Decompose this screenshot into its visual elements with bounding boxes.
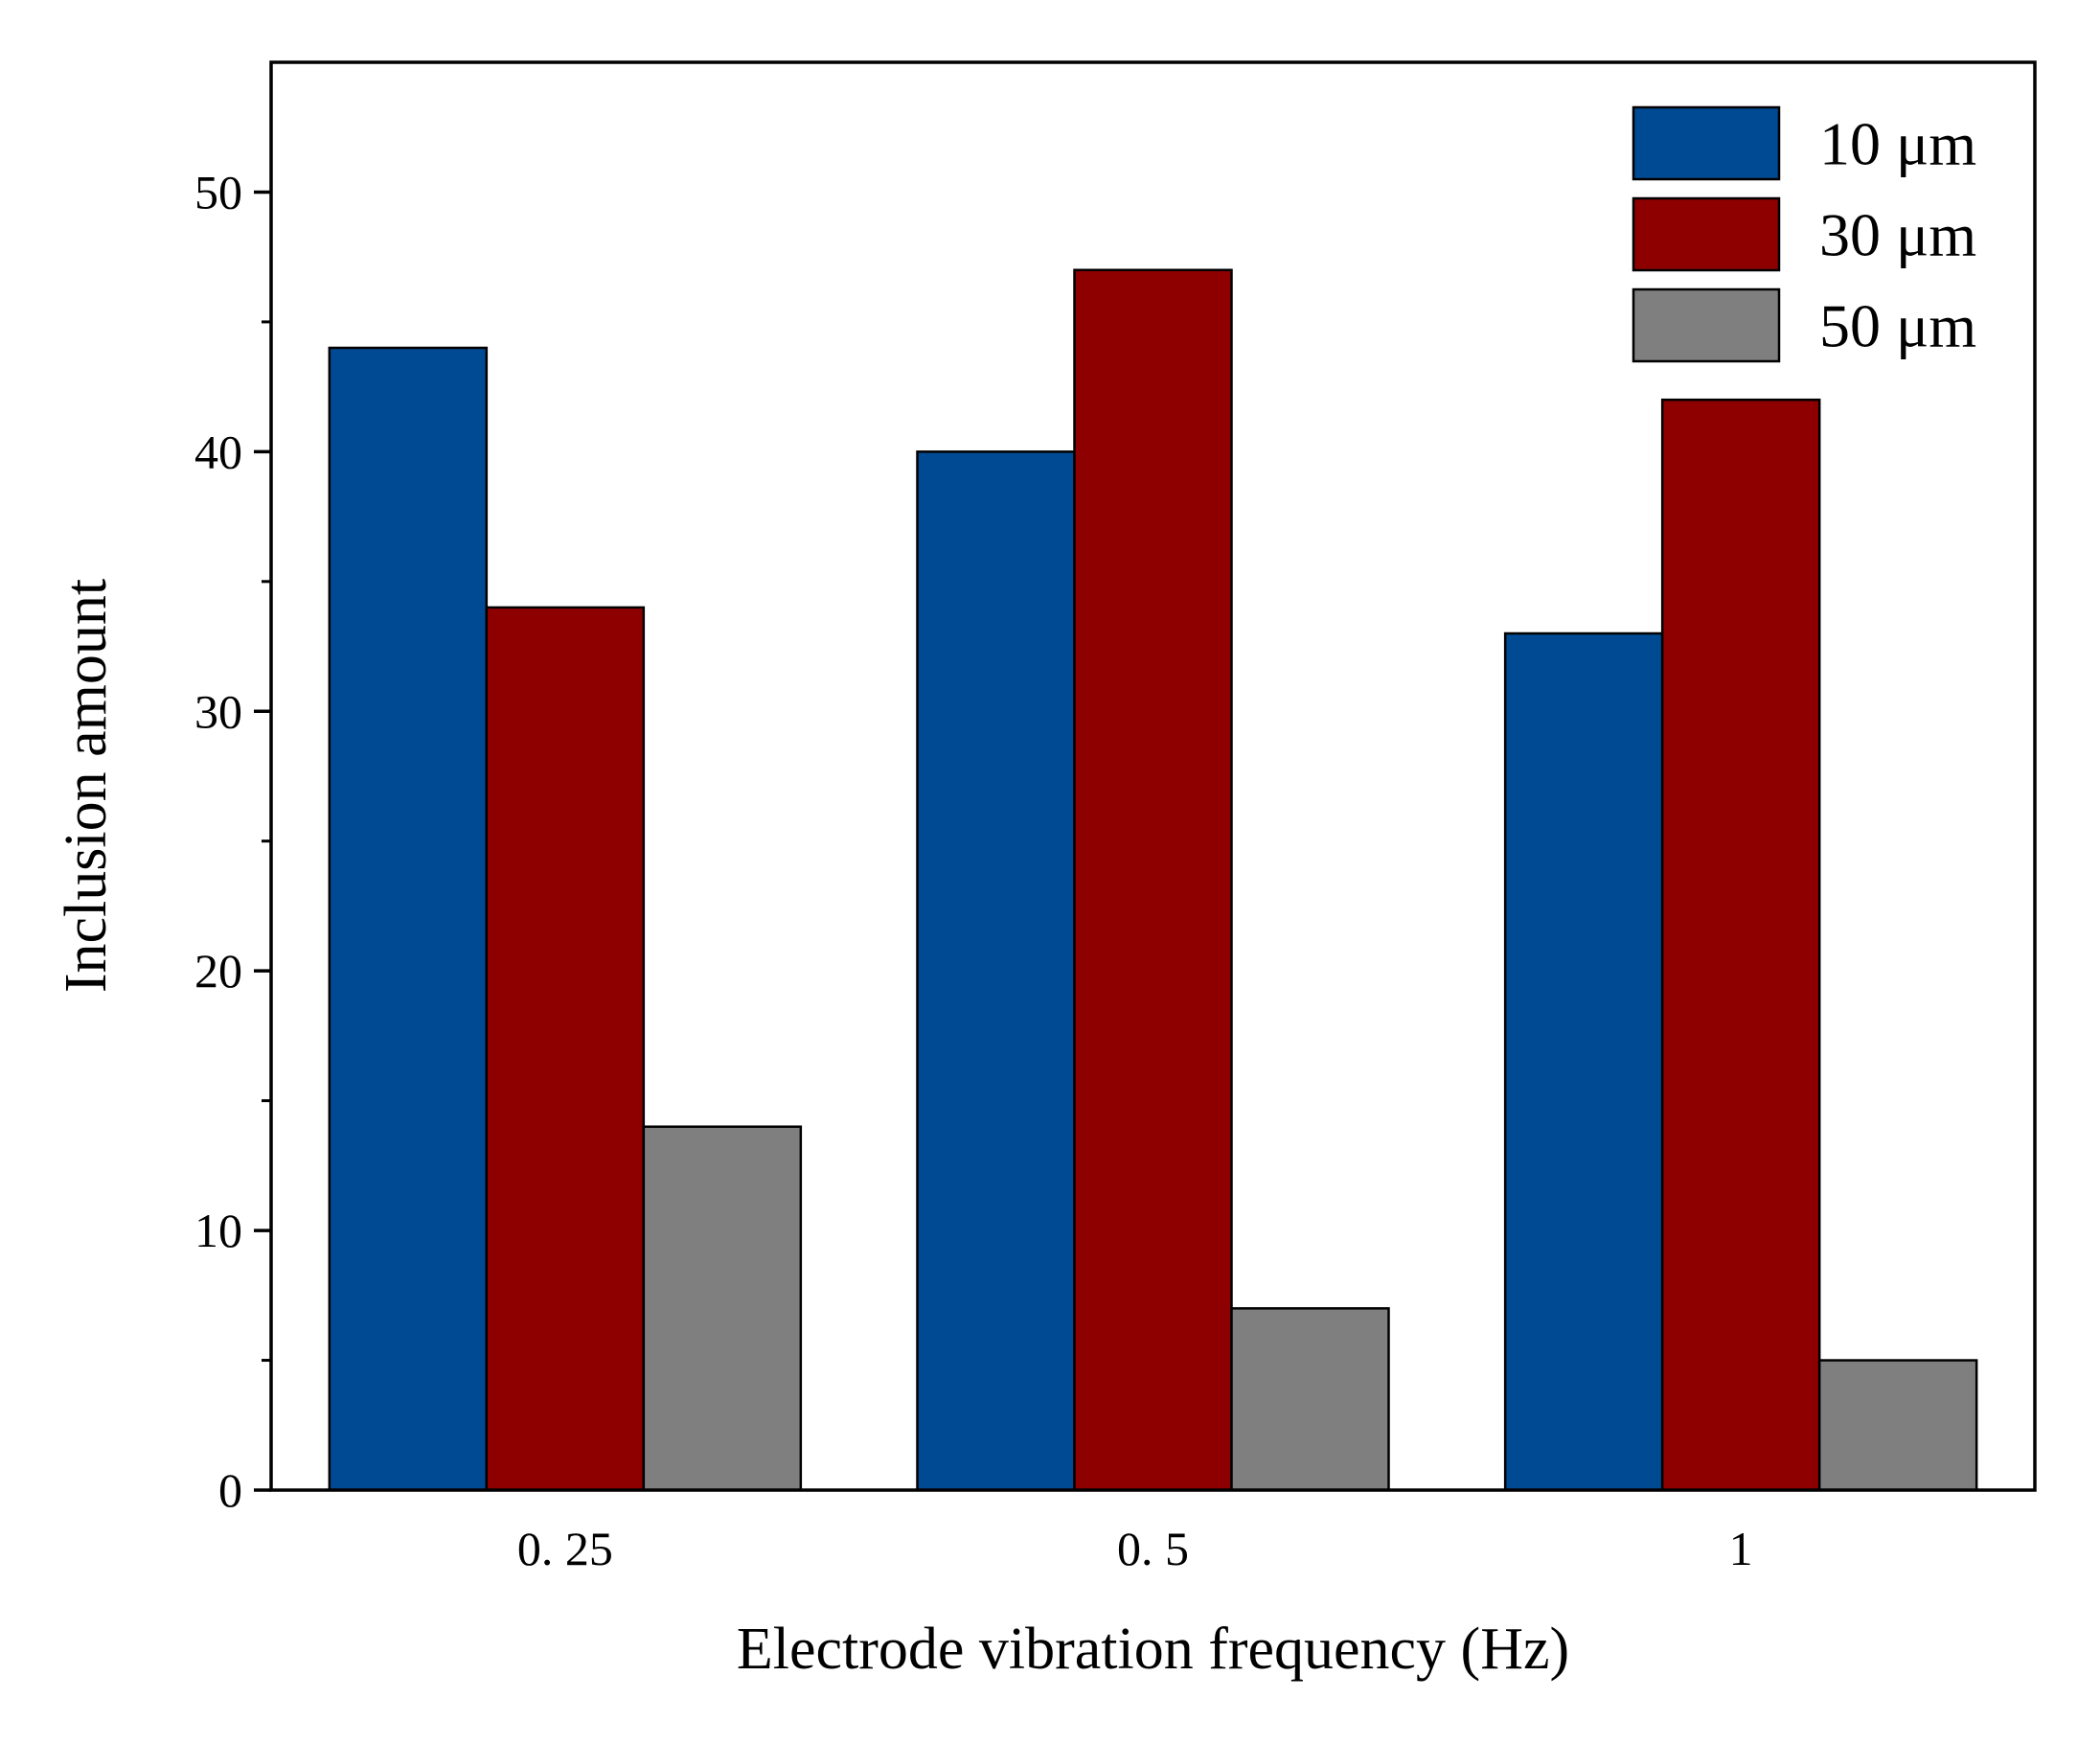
bar-1-3	[1503, 631, 1664, 1492]
y-tick-label: 50	[194, 165, 242, 218]
bar-3-2	[1230, 1307, 1390, 1492]
x-tick-label: 0. 25	[517, 1522, 613, 1575]
legend-label-3: 50 μm	[1819, 292, 1976, 360]
bar-3-1	[642, 1125, 803, 1492]
legend-label-2: 30 μm	[1819, 201, 1976, 269]
y-tick-label: 20	[194, 944, 242, 998]
axes-layer	[254, 60, 2037, 1492]
bar-1-2	[916, 450, 1076, 1492]
legend-swatch-3	[1632, 287, 1781, 363]
plot-frame	[269, 60, 2037, 1492]
x-axis-title: Electrode vibration frequency (Hz)	[737, 1617, 1569, 1682]
bar-1-1	[328, 346, 489, 1492]
x-tick-label: 1	[1729, 1522, 1753, 1575]
legend-label-1: 10 μm	[1819, 110, 1976, 178]
legend-swatch-1	[1632, 105, 1781, 181]
y-tick-label: 10	[194, 1204, 242, 1257]
y-axis-title: Inclusion amount	[54, 579, 119, 993]
bar-2-3	[1660, 398, 1821, 1492]
bar-2-2	[1073, 268, 1233, 1492]
bar-2-1	[485, 606, 646, 1492]
y-tick-label: 40	[194, 425, 242, 478]
legend-swatch-2	[1632, 196, 1781, 272]
y-tick-label: 0	[218, 1463, 242, 1517]
bar-3-3	[1817, 1359, 1978, 1492]
labels-layer: 0 10 20 30 40 50 0. 25 0. 5 1 Electrode vibration…	[54, 165, 1753, 1682]
legend: 10 μm 30 μm 50 μm	[1632, 105, 1976, 363]
y-tick-label: 30	[194, 684, 242, 738]
bars-layer	[328, 268, 1978, 1492]
x-tick-label: 0. 5	[1117, 1522, 1189, 1575]
